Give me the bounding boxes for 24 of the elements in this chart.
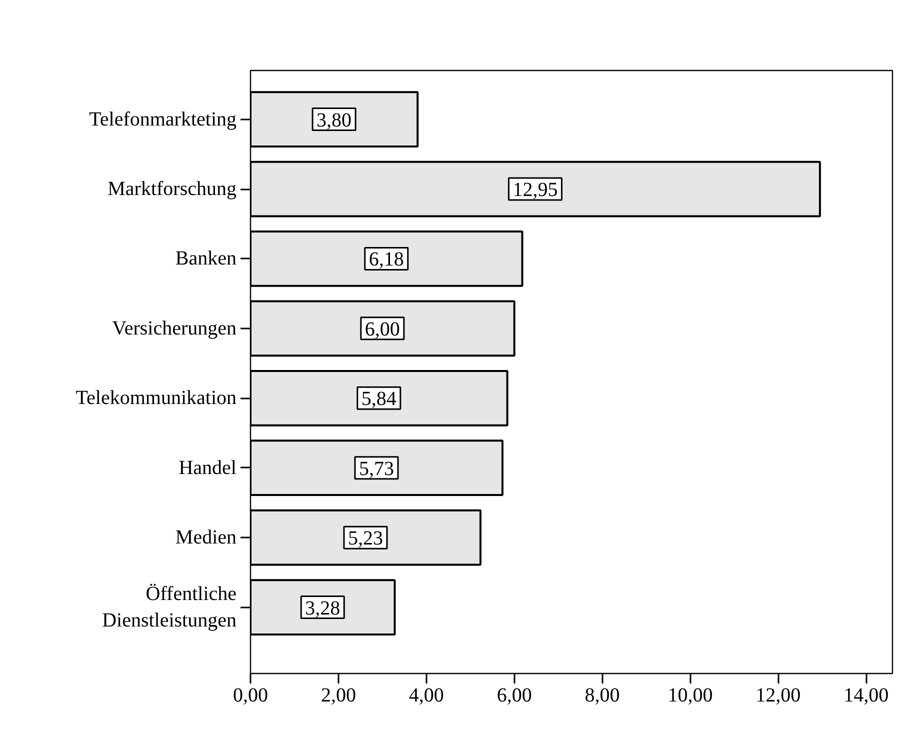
data-label: 5,73 — [358, 458, 394, 480]
x-tick-label: 4,00 — [408, 684, 444, 706]
x-tick-label: 0,00 — [233, 684, 268, 706]
x-tick-label: 12,00 — [756, 684, 801, 706]
data-label: 3,80 — [316, 109, 352, 132]
data-label: 6,18 — [368, 248, 404, 271]
y-tick-label: Medien — [175, 526, 236, 549]
y-tick-label: Telefonmarkteting — [89, 108, 237, 130]
data-label: 3,28 — [305, 597, 340, 620]
data-label: 12,95 — [512, 179, 558, 202]
data-label: 6,00 — [364, 318, 400, 340]
y-tick-label: Handel — [178, 456, 237, 479]
y-tick-label: Banken — [175, 248, 236, 270]
x-tick-label: 8,00 — [584, 684, 620, 706]
x-tick-label: 6,00 — [496, 684, 532, 706]
x-tick-label: 14,00 — [844, 684, 889, 706]
y-tick-label: Versicherungen — [112, 317, 237, 340]
x-tick-label: 2,00 — [320, 684, 356, 706]
data-label: 5,23 — [348, 528, 383, 550]
x-tick-label: 10,00 — [668, 684, 713, 706]
y-tick-label: Öffentliche Dienstleistungen — [102, 583, 237, 632]
data-label: 5,84 — [361, 388, 396, 410]
y-tick-label: Marktforschung — [108, 178, 236, 200]
y-tick-label: Telekommunikation — [76, 387, 237, 410]
